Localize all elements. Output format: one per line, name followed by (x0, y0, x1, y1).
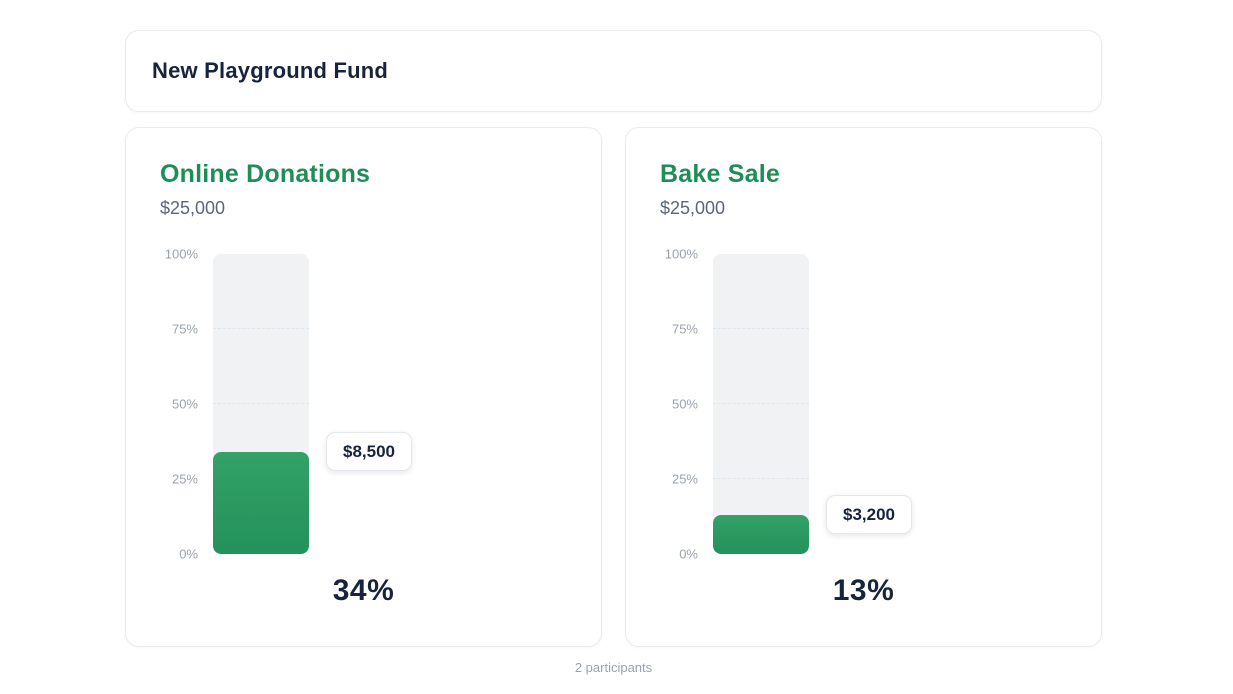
y-axis-tick: 100% (664, 246, 698, 262)
fund-title: New Playground Fund (152, 58, 389, 83)
y-axis-tick: 0% (179, 546, 198, 562)
raised-amount-label: $3,200 (843, 505, 895, 524)
fund-header-card: New Playground Fund (125, 30, 1102, 112)
y-axis: 100% 75% 50% 25% 0% (160, 247, 198, 562)
campaign-goal-amount: $25,000 (160, 198, 226, 218)
y-axis-tick: 50% (671, 396, 698, 412)
progress-track (213, 254, 309, 554)
page-container: New Playground Fund Online Donations $25… (125, 30, 1102, 675)
campaign-card-bake-sale: Bake Sale $25,000 100% 75% 50% 25% 0% (625, 127, 1102, 647)
y-axis-tick: 25% (671, 471, 698, 487)
progress-fill (713, 515, 809, 554)
campaign-cards-row: Online Donations $25,000 100% 75% 50% 25… (125, 127, 1102, 647)
gridline-50 (713, 403, 809, 404)
raised-amount-badge: $3,200 (826, 495, 912, 534)
y-axis-tick: 75% (171, 321, 198, 337)
gridline-50 (213, 403, 309, 404)
campaign-title: Bake Sale (660, 160, 780, 188)
raised-amount-label: $8,500 (343, 442, 395, 461)
y-axis: 100% 75% 50% 25% 0% (660, 247, 698, 562)
y-axis-tick: 100% (164, 246, 198, 262)
gridline-75 (213, 328, 309, 329)
progress-bar-chart: 100% 75% 50% 25% 0% $8,500 (160, 247, 567, 562)
percent-complete-label: 34% (332, 574, 395, 607)
y-axis-tick: 25% (171, 471, 198, 487)
progress-track-wrap: $8,500 (213, 254, 412, 554)
progress-track-wrap: $3,200 (713, 254, 912, 554)
y-axis-tick: 0% (679, 546, 698, 562)
campaign-card-online-donations: Online Donations $25,000 100% 75% 50% 25… (125, 127, 602, 647)
y-axis-tick: 50% (171, 396, 198, 412)
percent-complete-label: 13% (832, 574, 895, 607)
raised-amount-badge: $8,500 (326, 432, 412, 471)
participants-count: 2 participants (574, 660, 653, 675)
gridline-25 (713, 478, 809, 479)
progress-track (713, 254, 809, 554)
campaign-title: Online Donations (160, 160, 371, 188)
campaign-goal-amount: $25,000 (660, 198, 726, 218)
progress-bar-chart: 100% 75% 50% 25% 0% $3,200 (660, 247, 1067, 562)
y-axis-tick: 75% (671, 321, 698, 337)
gridline-75 (713, 328, 809, 329)
progress-fill (213, 452, 309, 554)
